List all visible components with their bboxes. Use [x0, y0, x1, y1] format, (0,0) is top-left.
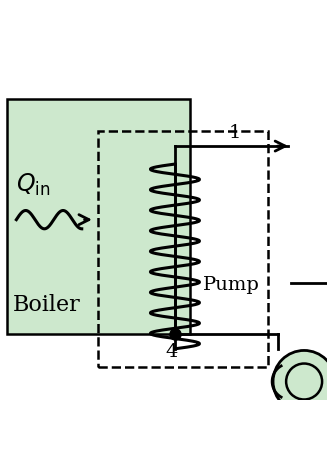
Text: Pump: Pump: [203, 276, 260, 294]
Text: 4: 4: [165, 343, 178, 361]
Circle shape: [286, 363, 322, 399]
Text: Boiler: Boiler: [13, 294, 81, 316]
Bar: [98, 131, 268, 367]
Text: 1: 1: [229, 124, 241, 142]
Text: $Q_{\mathrm{in}}$: $Q_{\mathrm{in}}$: [16, 172, 51, 198]
Bar: [7, 99, 190, 334]
Circle shape: [273, 350, 327, 413]
